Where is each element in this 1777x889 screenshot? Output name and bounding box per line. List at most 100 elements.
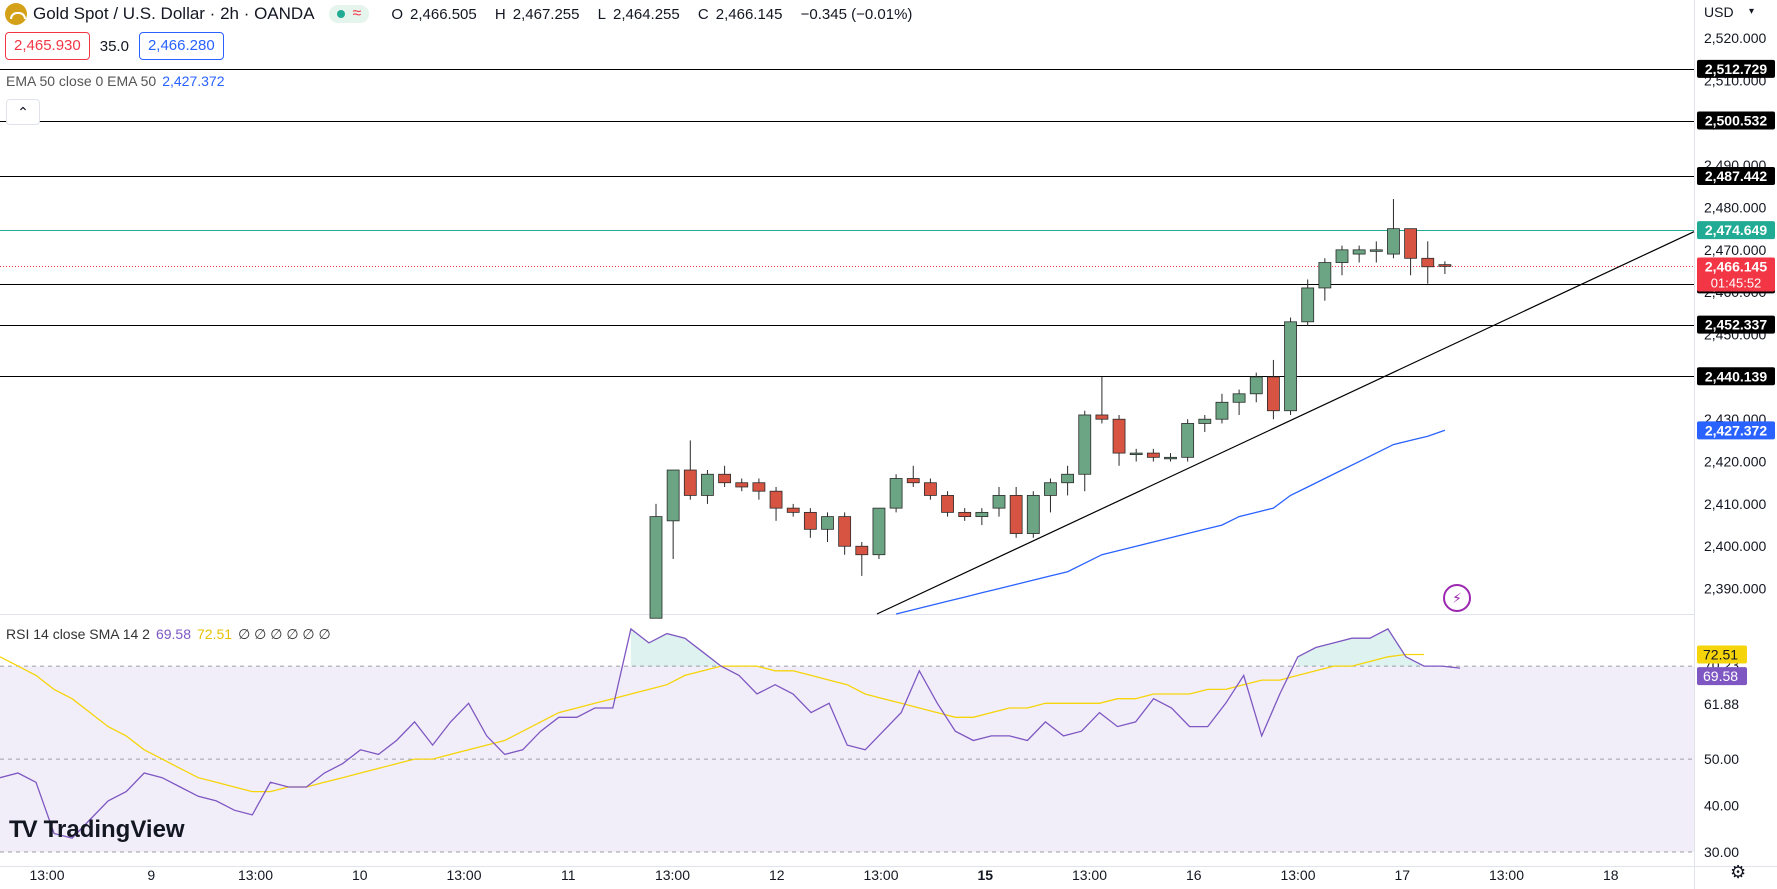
- candle-body: [769, 490, 783, 509]
- sell-button[interactable]: 2,465.930: [5, 32, 90, 60]
- candle-body: [1438, 264, 1452, 267]
- rsi-tick-label: 30.00: [1704, 844, 1739, 860]
- candle-body: [992, 495, 1006, 509]
- time-tick-label: 13:00: [238, 867, 273, 883]
- symbol-title[interactable]: Gold Spot / U.S. Dollar · 2h · OANDA: [33, 4, 315, 23]
- candle-body: [1181, 423, 1195, 458]
- candle-body: [1369, 249, 1383, 252]
- chevron-up-icon: ⌃: [17, 103, 29, 120]
- rsi-sma-badge: 72.51: [1697, 645, 1747, 664]
- level-price-badge: 2,487.442: [1697, 166, 1775, 185]
- level-price-badge: 2,452.337: [1697, 315, 1775, 334]
- candle-body: [1112, 418, 1126, 454]
- price-change: −0.345 (−0.01%): [800, 5, 913, 23]
- level-price-badge: 2,474.649: [1697, 221, 1775, 240]
- candle-body: [649, 516, 663, 619]
- svg-text:2,440.139: 2,440.139: [1705, 368, 1767, 384]
- market-status[interactable]: ≈: [328, 5, 370, 23]
- candle-body: [1129, 452, 1143, 455]
- price-tick-label: 2,390.000: [1704, 581, 1766, 597]
- rsi-line: [0, 627, 1461, 839]
- candle-body: [889, 478, 903, 509]
- ohlc-values: O 2,466.505 H 2,467.255 L 2,464.255 C 2,466.…: [391, 5, 913, 23]
- candle-body: [803, 511, 817, 530]
- svg-text:2,512.729: 2,512.729: [1705, 61, 1767, 77]
- time-tick-label: 11: [561, 867, 576, 883]
- price-tick-label: 2,420.000: [1704, 454, 1766, 470]
- rsi-sma-legend-value: 72.51: [197, 626, 233, 642]
- rsi-legend-label: RSI 14 close SMA 14 2: [6, 626, 150, 642]
- rsi-legend-value: 69.58: [155, 626, 192, 642]
- candle-body: [906, 478, 920, 484]
- price-tick-label: 2,470.000: [1704, 242, 1766, 258]
- spread-value: 35.0: [99, 37, 129, 55]
- rsi-tick-label: 50.00: [1704, 751, 1739, 767]
- svg-text:2,452.337: 2,452.337: [1705, 317, 1767, 333]
- time-tick-label: 13:00: [29, 867, 64, 883]
- candle-body: [1009, 495, 1023, 534]
- candle-body: [683, 469, 697, 496]
- rsi-tick-label: 61.88: [1704, 696, 1739, 712]
- candle-body: [1146, 452, 1160, 458]
- svg-text:01:45:52: 01:45:52: [1711, 276, 1762, 291]
- trendline: [876, 231, 1695, 615]
- candle-body: [1164, 456, 1177, 460]
- time-tick-label: 13:00: [863, 867, 898, 883]
- time-tick-label: 18: [1603, 867, 1619, 883]
- data-delay-icon: ≈: [352, 5, 362, 22]
- svg-text:2,487.442: 2,487.442: [1705, 168, 1767, 184]
- collapse-legend-button[interactable]: ⌃: [6, 99, 40, 125]
- ema-legend[interactable]: EMA 50 close 0 EMA 50 2,427.372: [6, 73, 231, 89]
- candle-body: [1061, 473, 1074, 484]
- ema-legend-value: 2,427.372: [162, 73, 225, 89]
- lightning-icon[interactable]: ⚡: [1443, 584, 1471, 612]
- rsi-sma-line: [0, 653, 1424, 793]
- rsi-value-badge: 69.58: [1697, 667, 1747, 686]
- candle-body: [838, 516, 852, 547]
- time-tick-label: 9: [147, 867, 155, 883]
- rsi-band: [0, 666, 1694, 853]
- tradingview-logo[interactable]: TV TradingView: [9, 816, 185, 844]
- svg-text:2,466.145: 2,466.145: [1705, 259, 1767, 275]
- chevron-down-icon: ▾: [1749, 6, 1755, 17]
- market-open-icon: [336, 10, 345, 18]
- candle-body: [666, 469, 680, 522]
- candle-body: [701, 473, 714, 496]
- svg-text:2,427.372: 2,427.372: [1705, 422, 1767, 438]
- candle-body: [924, 482, 937, 496]
- candle-body: [718, 473, 731, 484]
- tradingview-wordmark: TradingView: [43, 816, 185, 843]
- trade-panel: 2,465.930 35.0 2,466.280: [5, 32, 224, 60]
- level-price-badge: 2,500.532: [1697, 111, 1775, 130]
- ema-legend-label: EMA 50 close 0 EMA 50: [6, 73, 157, 89]
- settings-gear-icon[interactable]: ⚙: [1730, 862, 1747, 882]
- candle-body: [786, 507, 800, 513]
- candle-body: [1301, 287, 1315, 323]
- time-tick-label: 13:00: [655, 867, 690, 883]
- svg-text:72.51: 72.51: [1703, 646, 1738, 662]
- time-tick-label: 16: [1186, 867, 1202, 883]
- candle-body: [1404, 228, 1417, 259]
- candle-body: [958, 511, 972, 518]
- candle-body: [855, 545, 869, 556]
- candle-body: [1044, 482, 1057, 496]
- rsi-legend[interactable]: RSI 14 close SMA 14 2 69.58 72.51 ∅ ∅ ∅ ∅ ∅…: [6, 626, 331, 643]
- svg-text:69.58: 69.58: [1703, 668, 1738, 684]
- ema-50-line: [895, 429, 1446, 615]
- chart-header: Gold Spot / U.S. Dollar · 2h · OANDA ≈ O…: [0, 0, 919, 28]
- price-tick-label: 2,520.000: [1704, 30, 1766, 46]
- rsi-legend-extra: ∅ ∅ ∅ ∅ ∅ ∅: [238, 626, 331, 642]
- candle-body: [1335, 249, 1349, 263]
- candle-body: [941, 495, 954, 513]
- price-tick-label: 2,480.000: [1704, 199, 1766, 215]
- candle-body: [1078, 414, 1092, 475]
- time-tick-label: 13:00: [1280, 867, 1315, 883]
- currency-selector[interactable]: USD: [1704, 4, 1734, 20]
- time-tick-label: 15: [977, 867, 993, 883]
- candle-body: [821, 516, 834, 530]
- buy-button[interactable]: 2,466.280: [138, 32, 224, 60]
- candle-body: [752, 482, 766, 492]
- candle-body: [1421, 257, 1435, 268]
